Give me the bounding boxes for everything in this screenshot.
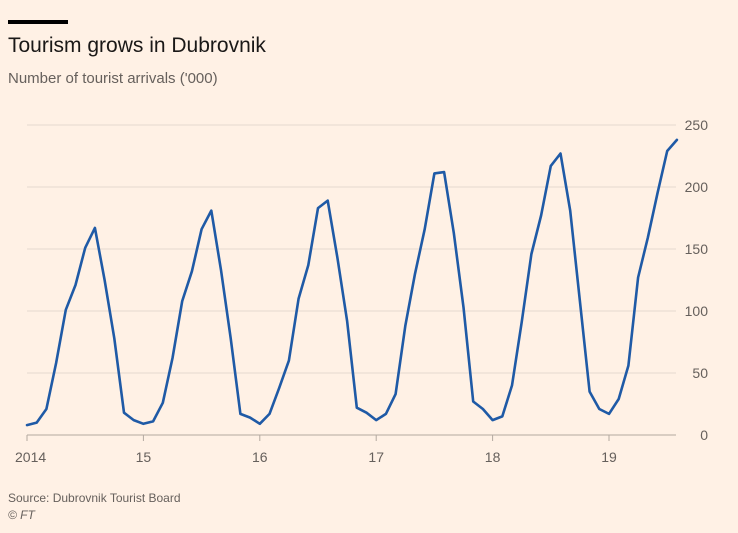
copyright-note: © FT <box>8 508 35 522</box>
y-tick-label: 50 <box>692 365 708 381</box>
x-tick-label: 17 <box>368 449 384 465</box>
x-tick-label: 16 <box>252 449 268 465</box>
header-bar <box>8 20 68 24</box>
series-line-0 <box>25 138 679 427</box>
x-tick-label: 2014 <box>15 449 46 465</box>
y-tick-label: 150 <box>685 241 709 257</box>
x-tick-label: 15 <box>136 449 152 465</box>
y-tick-label: 250 <box>685 117 709 133</box>
chart-subtitle: Number of tourist arrivals ('000) <box>8 70 218 87</box>
y-tick-label: 0 <box>700 427 708 443</box>
source-note: Source: Dubrovnik Tourist Board <box>8 491 181 505</box>
chart-title: Tourism grows in Dubrovnik <box>8 34 266 57</box>
y-tick-label: 200 <box>685 179 709 195</box>
x-tick-label: 19 <box>601 449 617 465</box>
y-tick-label: 100 <box>685 303 709 319</box>
x-tick-label: 18 <box>485 449 501 465</box>
